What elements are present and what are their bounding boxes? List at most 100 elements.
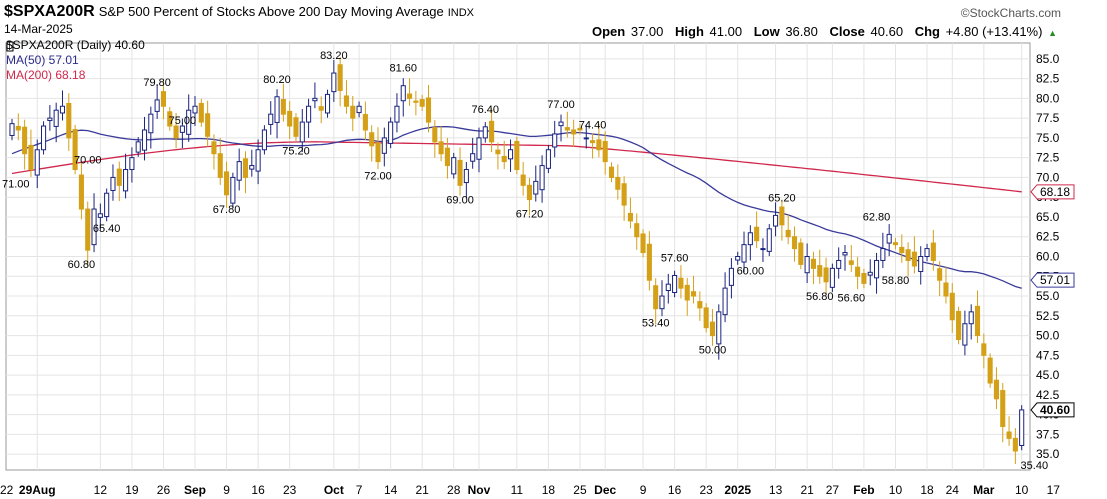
close-label: Close [829,24,865,39]
candle [224,171,230,196]
x-tick-label: 9 [640,483,647,497]
candle [817,265,823,277]
y-tick-label: 52.5 [1036,309,1060,323]
candle [760,248,766,251]
candle [205,113,211,137]
candle [583,137,589,140]
candle [520,174,526,186]
exchange: INDX [447,7,474,19]
candle [848,260,854,265]
candle [242,158,249,178]
candle [968,311,974,325]
value-label: 53.40 [642,318,670,330]
value-label: 56.60 [838,292,866,304]
candle [470,153,476,162]
candle [873,259,880,279]
candle [653,285,659,310]
candle [779,206,785,226]
candle [930,242,936,261]
candle [331,72,337,93]
candle [886,233,892,244]
candle [324,93,331,114]
candle-legend-icon [6,41,14,52]
y-tick-label: 70.0 [1036,170,1060,184]
candle [634,223,640,238]
candle [627,212,633,222]
x-tick-label: 16 [668,483,682,497]
candle [432,127,438,143]
candle [514,140,520,171]
candle [956,310,962,341]
candle [722,287,728,316]
candle [773,214,779,227]
ma200-tag: 68.18 [1030,184,1075,200]
candle [741,244,747,263]
x-tick-label: Nov [468,483,491,497]
x-tick-label: Mar [973,483,995,497]
candle [867,271,873,276]
candle [804,256,810,274]
x-tick-label: 28 [447,483,461,497]
value-label: 67.20 [516,209,544,221]
x-tick-label: 27 [826,483,840,497]
candle [413,100,419,103]
y-tick-label: 85.0 [1036,52,1060,66]
candle [526,184,533,201]
x-tick-label: 16 [251,483,265,497]
candle [419,99,425,107]
candle [501,155,507,163]
candle [318,106,324,111]
candle [911,251,917,267]
legend-ma200: MA(200) 68.18 [6,68,86,82]
value-label: 77.00 [547,99,575,111]
candle [66,102,72,139]
candle [974,305,981,337]
x-tick-label: 21 [416,483,430,497]
value-label: 56.80 [806,291,834,303]
candle [1000,390,1006,428]
value-label: 72.00 [364,171,392,183]
candle [312,97,318,102]
x-tick-label: 18 [542,483,556,497]
candle [97,213,103,218]
x-tick-label: 9 [223,483,230,497]
candle [880,248,886,261]
x-tick-label: 24 [946,483,960,497]
x-tick-label: 13 [769,483,783,497]
candle [85,208,91,251]
x-tick-label: 23 [283,483,297,497]
candle [198,102,204,123]
candle [104,192,110,218]
candle [261,129,267,151]
legend-main: $SPXA200R (Daily) 40.60 [6,38,145,52]
legend-ma50: MA(50) 57.01 [6,53,79,67]
candle [425,97,432,123]
y-tick-label: 42.5 [1036,388,1060,402]
candle [34,149,40,176]
candle [78,174,84,210]
candle [47,117,53,121]
candle [981,343,987,356]
ma50-tag-text: 57.01 [1040,273,1070,287]
candle [381,137,387,154]
description: S&P 500 Percent of Stocks Above 200 Day … [98,4,444,19]
candle [22,126,28,155]
candle [476,137,482,160]
candle [646,243,652,281]
candle [571,129,577,135]
candle [110,176,116,191]
candle [678,277,684,289]
value-label: 75.20 [282,145,310,157]
x-tick-label: 22 [0,483,14,497]
value-label: 81.60 [389,63,417,75]
candle [438,141,444,155]
y-tick-label: 75.0 [1036,131,1060,145]
y-tick-label: 60.0 [1036,250,1060,264]
candle [59,105,66,114]
high-value: 41.00 [709,24,743,39]
last-value-tag-box [1030,402,1075,418]
candle [697,301,703,309]
candle [785,229,791,238]
open-label: Open [591,24,626,39]
